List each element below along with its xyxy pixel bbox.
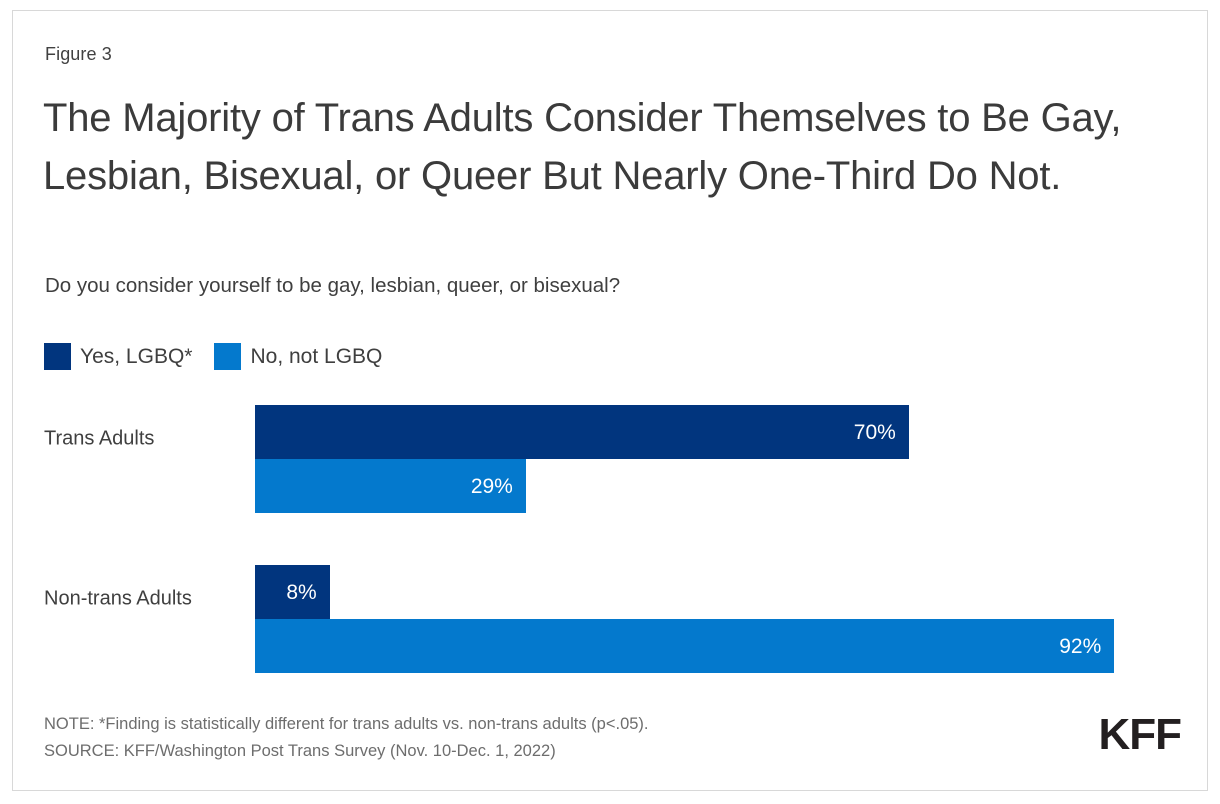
chart-legend: Yes, LGBQ* No, not LGBQ (44, 343, 382, 370)
category-label-non-trans-adults: Non-trans Adults (44, 587, 192, 610)
bar-row: 8% (255, 565, 1195, 619)
kff-logo: KFF (1098, 710, 1182, 759)
chart-plot-area: Trans Adults 70% 29% Non-trans Adults (13, 389, 1207, 689)
footer-notes: NOTE: *Finding is statistically differen… (44, 711, 1024, 765)
chart-source: SOURCE: KFF/Washington Post Trans Survey… (44, 742, 556, 760)
bar-value-label: 8% (286, 580, 317, 604)
legend-swatch-icon-yes-lgbq (44, 343, 71, 370)
bar-value-label: 92% (1059, 634, 1102, 658)
chart-note: NOTE: *Finding is statistically differen… (44, 715, 649, 733)
chart-subtitle: Do you consider yourself to be gay, lesb… (45, 274, 621, 297)
legend-label-no-not-lgbq: No, not LGBQ (250, 345, 383, 368)
chart-title: The Majority of Trans Adults Consider Th… (43, 96, 1122, 198)
bar-trans-adults-no-not-lgbq[interactable]: 29% (255, 459, 526, 513)
bar-non-trans-adults-yes-lgbq[interactable]: 8% (255, 565, 330, 619)
bar-row: 29% (255, 459, 1195, 513)
bar-non-trans-adults-no-not-lgbq[interactable]: 92% (255, 619, 1115, 673)
bar-value-label: 70% (853, 420, 896, 444)
legend-item-no-not-lgbq[interactable]: No, not LGBQ (214, 343, 382, 370)
bar-row: 92% (255, 619, 1195, 673)
bar-trans-adults-yes-lgbq[interactable]: 70% (255, 405, 909, 459)
legend-item-yes-lgbq[interactable]: Yes, LGBQ* (44, 343, 192, 370)
bar-value-label: 29% (470, 474, 513, 498)
legend-swatch-icon-no-not-lgbq (214, 343, 242, 370)
figure-number: Figure 3 (45, 44, 112, 64)
figure-card: Figure 3 The Majority of Trans Adults Co… (12, 10, 1208, 791)
legend-label-yes-lgbq: Yes, LGBQ* (80, 345, 193, 368)
category-label-trans-adults: Trans Adults (44, 427, 155, 450)
bar-row: 70% (255, 405, 1195, 459)
